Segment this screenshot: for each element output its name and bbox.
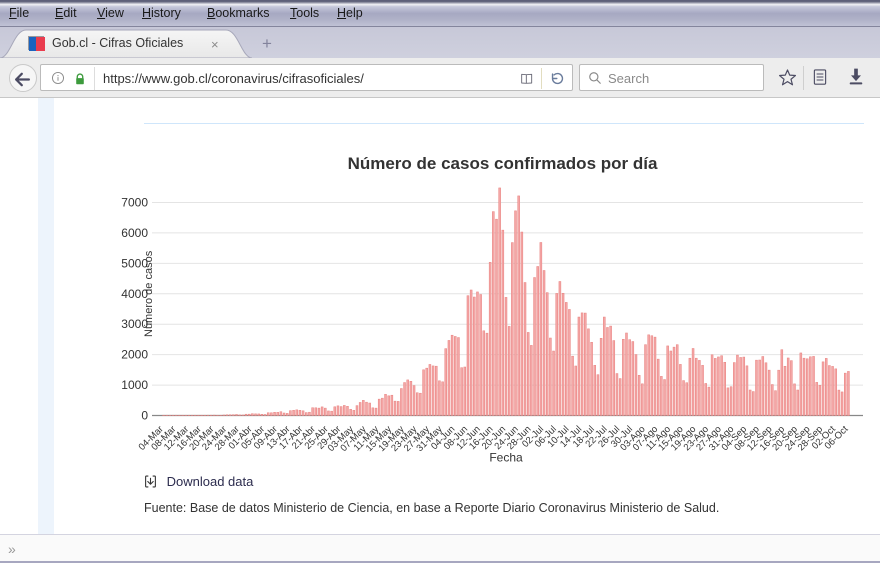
svg-text:1000: 1000 (121, 378, 148, 392)
svg-text:0: 0 (141, 409, 148, 423)
svg-text:6000: 6000 (121, 226, 148, 240)
svg-text:Fecha: Fecha (489, 451, 523, 465)
svg-text:7000: 7000 (121, 196, 148, 210)
svg-text:2000: 2000 (121, 348, 148, 362)
